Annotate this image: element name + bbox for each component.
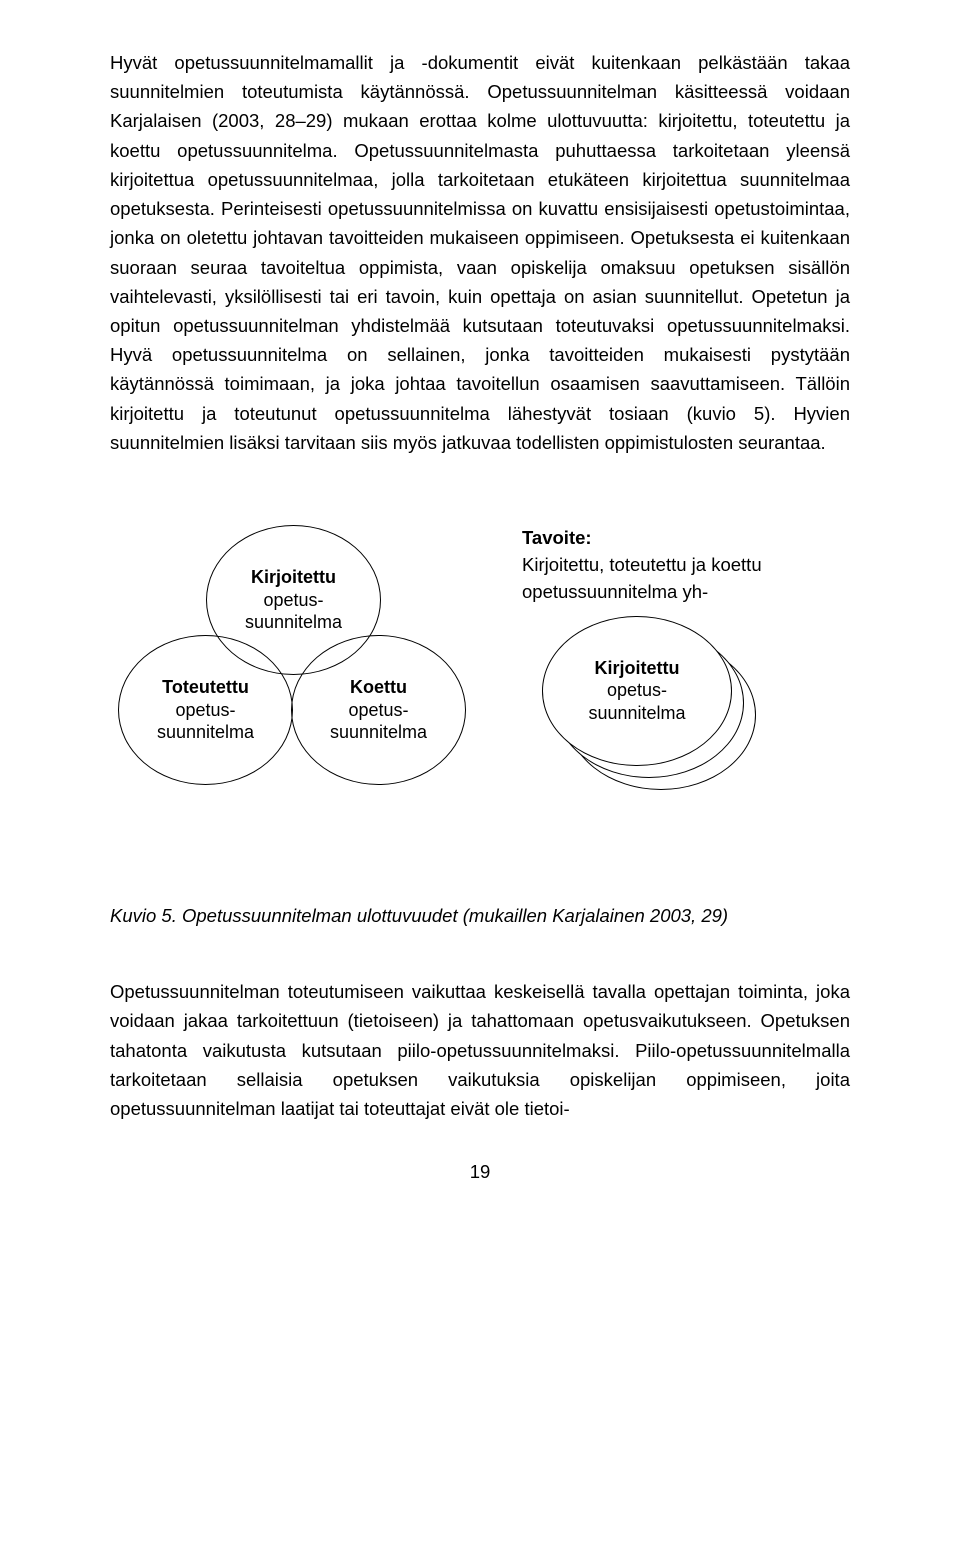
venn-left-title: Toteutettu [162,676,249,699]
stack-line2: opetus- [607,679,667,702]
paragraph-main: Hyvät opetussuunnitelmamallit ja -dokume… [110,48,850,457]
figure-5: Kirjoitettu opetus- suunnitelma Toteutet… [110,525,850,825]
stack-ellipse-front: Kirjoitettu opetus- suunnitelma [542,616,732,766]
stacked-ellipses: Kirjoitettu opetus- suunnitelma [542,616,762,796]
venn-left-line3: suunnitelma [157,721,254,744]
goal-label: Tavoite: [522,527,592,548]
venn-diagram: Kirjoitettu opetus- suunnitelma Toteutet… [118,525,468,825]
venn-right-line2: opetus- [348,699,408,722]
venn-top-line2: opetus- [263,589,323,612]
goal-body: Kirjoitettu, toteutettu ja koettu opetus… [522,554,762,602]
venn-top-title: Kirjoitettu [251,566,336,589]
venn-top-line3: suunnitelma [245,611,342,634]
goal-column: Tavoite: Kirjoitettu, toteutettu ja koet… [522,525,842,795]
figure-caption: Kuvio 5. Opetussuunnitelman ulottuvuudet… [110,905,850,927]
stack-line3: suunnitelma [588,702,685,725]
venn-right-title: Koettu [350,676,407,699]
document-page: Hyvät opetussuunnitelmamallit ja -dokume… [0,0,960,1223]
page-number: 19 [110,1161,850,1183]
paragraph-secondary: Opetussuunnitelman toteutumiseen vaikutt… [110,977,850,1123]
venn-right-line3: suunnitelma [330,721,427,744]
goal-text: Tavoite: Kirjoitettu, toteutettu ja koet… [522,525,842,605]
stack-title: Kirjoitettu [595,657,680,680]
venn-left-line2: opetus- [175,699,235,722]
venn-ellipse-left: Toteutettu opetus- suunnitelma [118,635,293,785]
venn-ellipse-right: Koettu opetus- suunnitelma [291,635,466,785]
